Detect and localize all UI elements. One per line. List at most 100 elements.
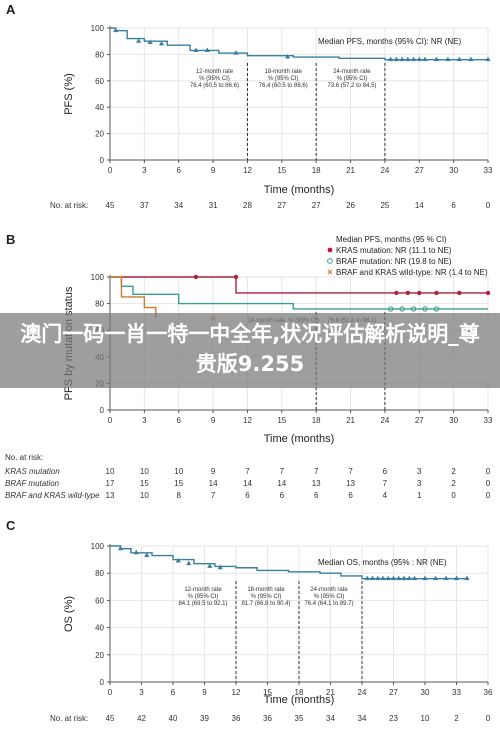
- y-tick-label: 20: [95, 651, 104, 660]
- censor-mark: [233, 274, 239, 280]
- y-axis-label: OS (%): [63, 596, 75, 632]
- rate-annotation: % (95% CI): [188, 594, 219, 600]
- risk-value: 0: [486, 714, 491, 723]
- y-tick-label: 0: [100, 406, 105, 415]
- x-tick-label: 12: [232, 688, 241, 697]
- risk-value: 28: [243, 201, 252, 210]
- risk-value: 42: [137, 714, 146, 723]
- y-tick-label: 100: [91, 542, 105, 551]
- panel-letter: A: [6, 2, 16, 17]
- x-tick-label: 6: [171, 688, 176, 697]
- legend-entry: KRAS mutation: NR (11.1 to NE): [336, 246, 452, 255]
- x-tick-label: 33: [452, 688, 461, 697]
- censor-mark: [364, 575, 370, 581]
- censor-mark: [204, 47, 210, 52]
- risk-value: 10: [106, 467, 115, 476]
- banner-text: 澳门一码一肖一特一中全年,状况评估解析说明_尊贵版9.255: [20, 322, 480, 376]
- x-tick-label: 30: [449, 166, 458, 175]
- risk-value: 9: [211, 467, 216, 476]
- x-tick-label: 30: [421, 688, 430, 697]
- x-tick-label: 21: [346, 166, 355, 175]
- series-line: [110, 276, 157, 319]
- censor-mark: [401, 575, 407, 581]
- risk-value: 14: [277, 479, 286, 488]
- x-tick-label: 21: [326, 688, 335, 697]
- risk-value: 8: [177, 491, 182, 500]
- censor-mark: [233, 50, 239, 55]
- series-line: [110, 27, 488, 61]
- censor-mark: [411, 575, 418, 581]
- x-tick-label: 27: [389, 688, 398, 697]
- x-tick-label: 15: [277, 166, 286, 175]
- risk-value: 6: [348, 491, 353, 500]
- censor-mark: [385, 575, 391, 581]
- censor-mark: [396, 575, 402, 581]
- censor-mark: [369, 575, 376, 581]
- censor-mark: [144, 552, 150, 558]
- rate-annotation: 76.4 (60.5 to 86.6): [259, 83, 308, 89]
- censor-mark: [457, 290, 462, 296]
- censor-mark: [464, 575, 470, 581]
- x-tick-label: 24: [380, 166, 389, 175]
- risk-value: 39: [200, 714, 209, 723]
- y-tick-label: 40: [95, 624, 104, 633]
- risk-value: 1: [417, 491, 422, 500]
- legend-entry: Median PFS, months (95% CI): NR (NE): [318, 37, 461, 46]
- legend-marker: [327, 258, 333, 264]
- censor-mark: [405, 56, 411, 62]
- risk-value: 2: [451, 479, 456, 488]
- x-axis-label: Time (months): [264, 184, 335, 196]
- panel-c: C0 3 6 9 12 15 18 21 24 27 30 33 36020406080100Time …: [6, 518, 493, 723]
- censor-mark: [485, 56, 491, 62]
- rate-annotation: % (95% CI): [251, 594, 282, 600]
- risk-value: 7: [211, 491, 216, 500]
- x-tick-label: 0: [108, 166, 113, 175]
- risk-value: 0: [486, 467, 491, 476]
- risk-header: No. at risk:: [5, 453, 43, 462]
- risk-value: 0: [451, 491, 456, 500]
- x-tick-label: 6: [177, 416, 182, 425]
- risk-value: 13: [312, 479, 321, 488]
- risk-value: 7: [314, 467, 319, 476]
- legend-marker: [327, 247, 333, 253]
- censor-mark: [417, 290, 422, 296]
- censor-mark: [175, 557, 181, 563]
- censor-mark: [186, 560, 192, 566]
- risk-value: 6: [280, 491, 285, 500]
- rate-annotation: 24-month rate: [333, 69, 371, 75]
- censor-mark: [387, 306, 394, 312]
- x-tick-label: 18: [312, 416, 321, 425]
- risk-value: 7: [280, 467, 285, 476]
- risk-value: 0: [486, 491, 491, 500]
- risk-value: 7: [383, 479, 388, 488]
- y-axis-label: PFS (%): [63, 73, 75, 115]
- x-tick-label: 15: [263, 688, 272, 697]
- risk-header: No. at risk:: [50, 201, 88, 210]
- risk-value: 34: [326, 714, 335, 723]
- legend-marker: [327, 269, 333, 275]
- x-tick-label: 6: [177, 166, 182, 175]
- censor-mark: [136, 38, 142, 43]
- censor-mark: [394, 290, 399, 296]
- rate-annotation: 76.4 (64.1 to 89.7): [304, 601, 353, 607]
- y-tick-label: 100: [91, 24, 105, 33]
- y-tick-label: 0: [100, 156, 105, 165]
- rate-annotation: 18-month rate: [247, 587, 285, 593]
- censor-mark: [113, 27, 119, 33]
- risk-value: 23: [389, 714, 398, 723]
- censor-mark: [422, 575, 428, 581]
- risk-value: 3: [417, 467, 422, 476]
- risk-value: 35: [295, 714, 304, 723]
- censor-mark: [416, 56, 422, 62]
- censor-mark: [433, 56, 440, 62]
- x-tick-label: 33: [484, 416, 493, 425]
- x-axis-label: Time (months): [264, 433, 335, 445]
- censor-mark: [434, 290, 439, 296]
- censor-mark: [393, 56, 399, 62]
- risk-value: 7: [348, 467, 353, 476]
- risk-value: 3: [417, 479, 422, 488]
- censor-mark: [443, 575, 449, 581]
- y-tick-label: 60: [95, 596, 104, 605]
- censor-mark: [380, 575, 386, 581]
